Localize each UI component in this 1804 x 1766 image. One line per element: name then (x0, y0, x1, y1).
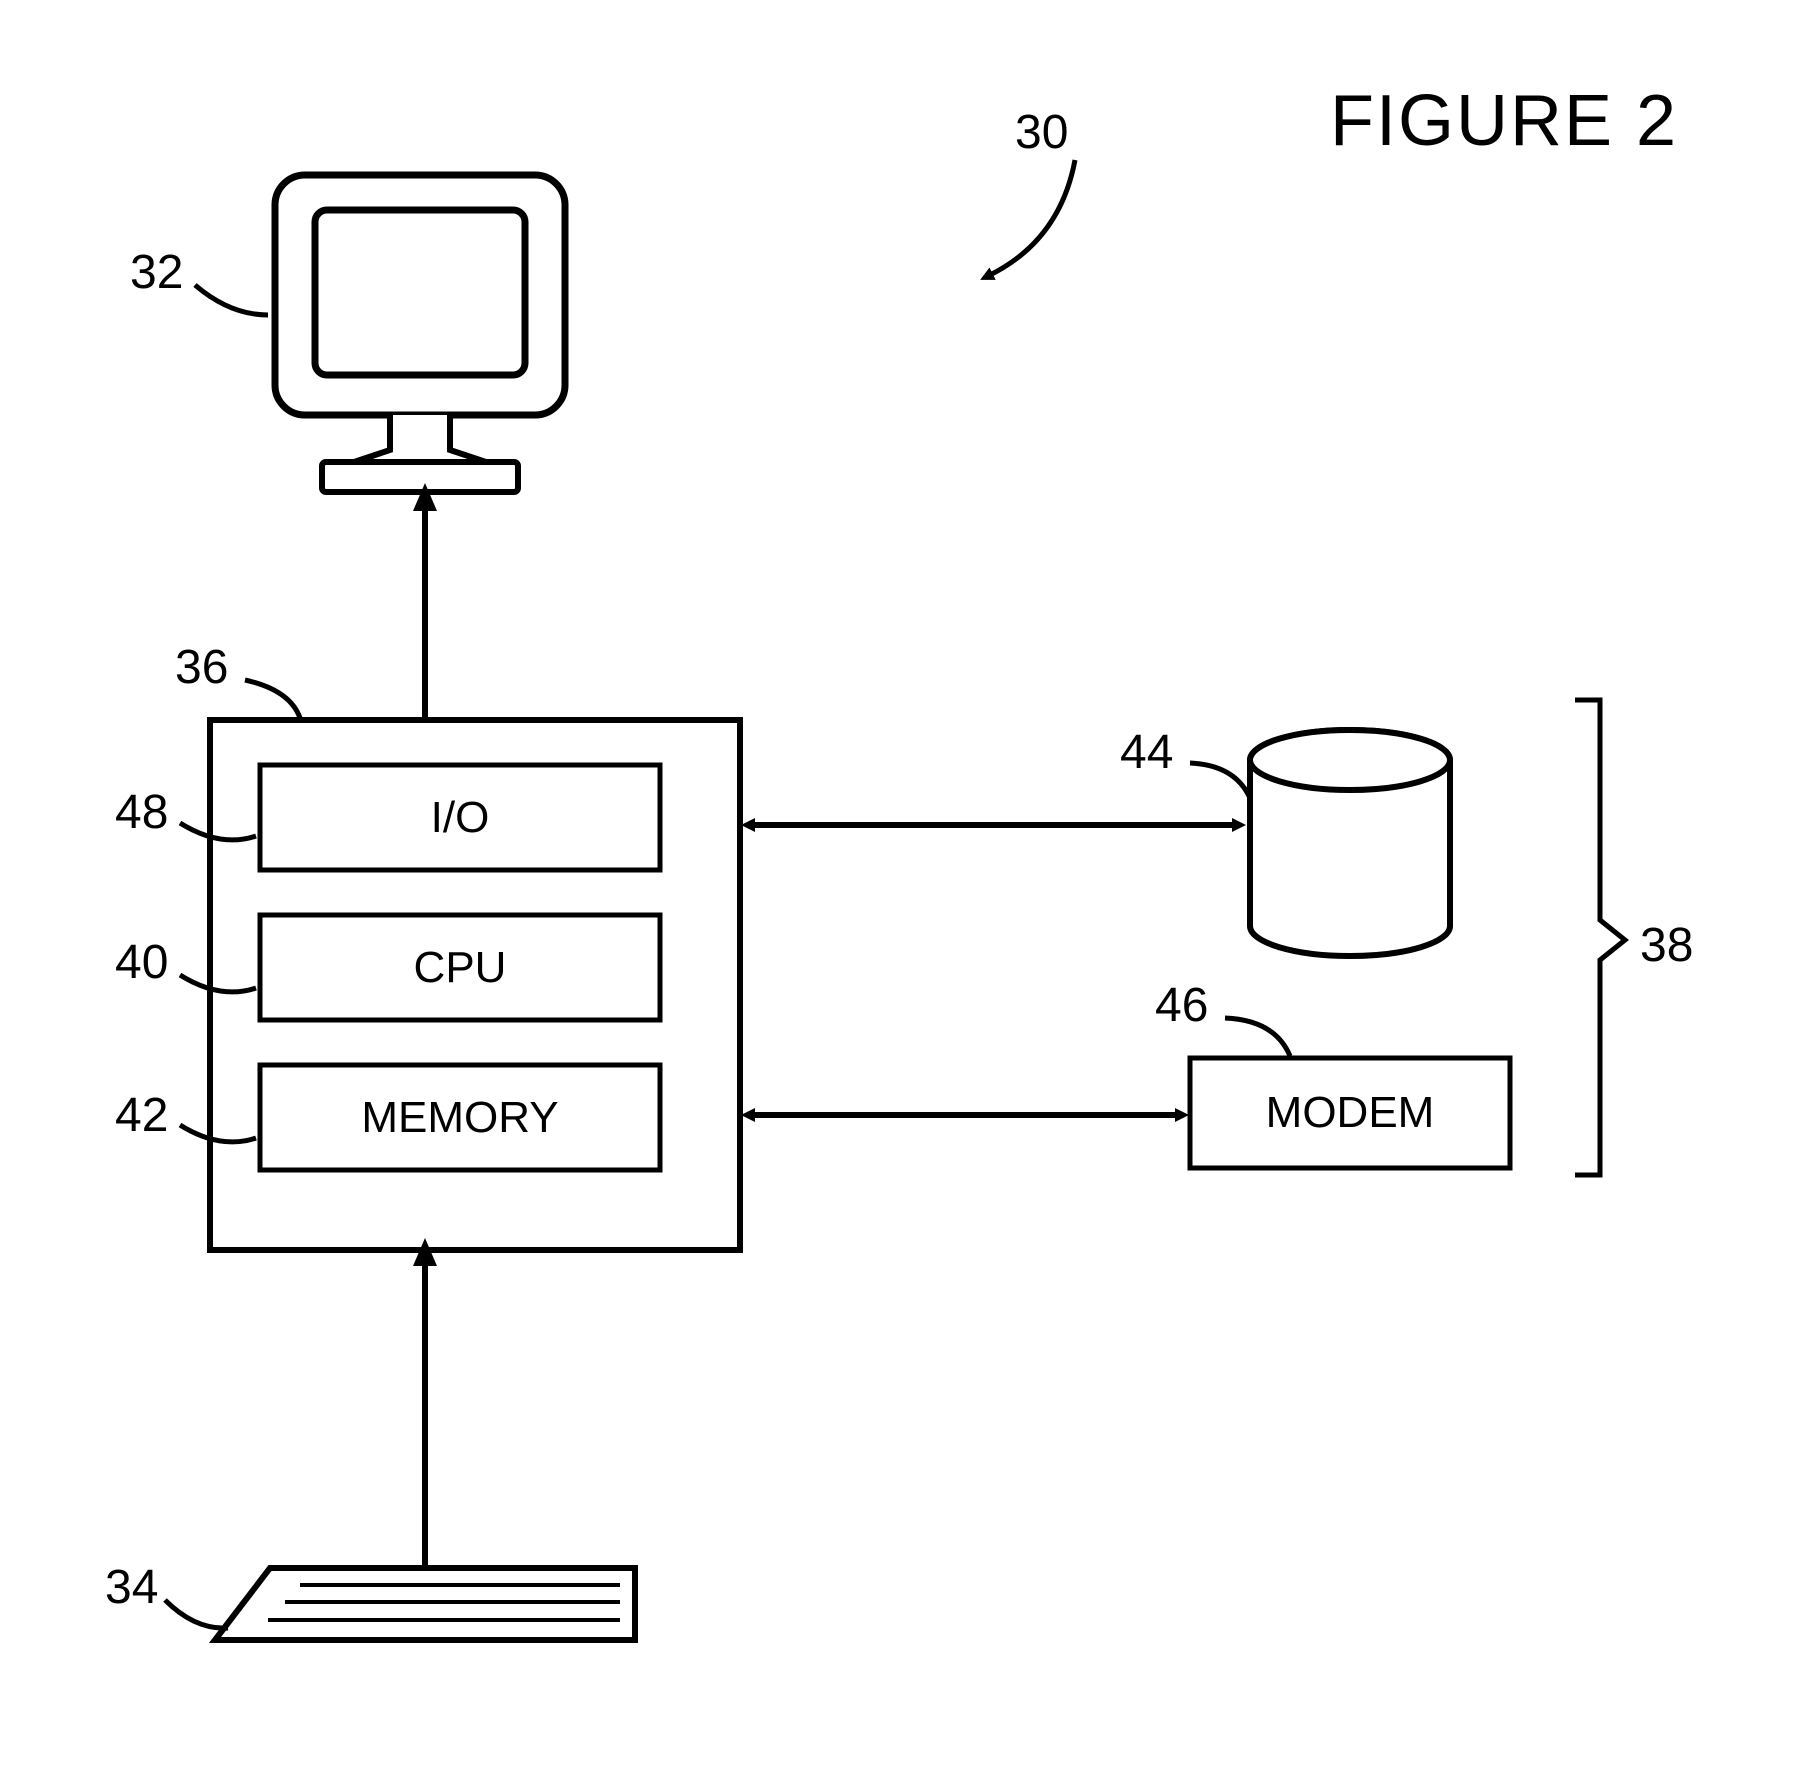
leader-46 (1225, 1018, 1290, 1056)
io-label: I/O (260, 793, 660, 843)
modem-label: MODEM (1190, 1088, 1510, 1138)
leader-32 (195, 285, 268, 315)
leader-30 (990, 160, 1075, 275)
keyboard-icon (215, 1568, 635, 1640)
diagram-svg (0, 0, 1804, 1766)
cpu-label: CPU (260, 943, 660, 993)
ref-42: 42 (115, 1088, 168, 1143)
ref-48: 48 (115, 785, 168, 840)
leader-36 (245, 680, 300, 718)
leader-48 (180, 823, 256, 840)
ref-38: 38 (1640, 918, 1693, 973)
leader-42 (180, 1125, 256, 1142)
leader-40 (180, 975, 256, 992)
ref-40: 40 (115, 935, 168, 990)
figure-canvas: FIGURE 2 30 32 34 36 38 40 42 44 46 48 I… (0, 0, 1804, 1766)
bracket-38 (1575, 700, 1625, 1175)
ref-36: 36 (175, 640, 228, 695)
leader-34 (165, 1600, 228, 1628)
ref-44: 44 (1120, 725, 1173, 780)
ref-32: 32 (130, 245, 183, 300)
ref-34: 34 (105, 1560, 158, 1615)
monitor-icon (275, 175, 565, 492)
database-icon (1250, 730, 1450, 956)
ref-30: 30 (1015, 105, 1068, 160)
leader-44 (1190, 763, 1250, 798)
memory-label: MEMORY (260, 1093, 660, 1143)
figure-title: FIGURE 2 (1330, 80, 1678, 162)
ref-46: 46 (1155, 978, 1208, 1033)
